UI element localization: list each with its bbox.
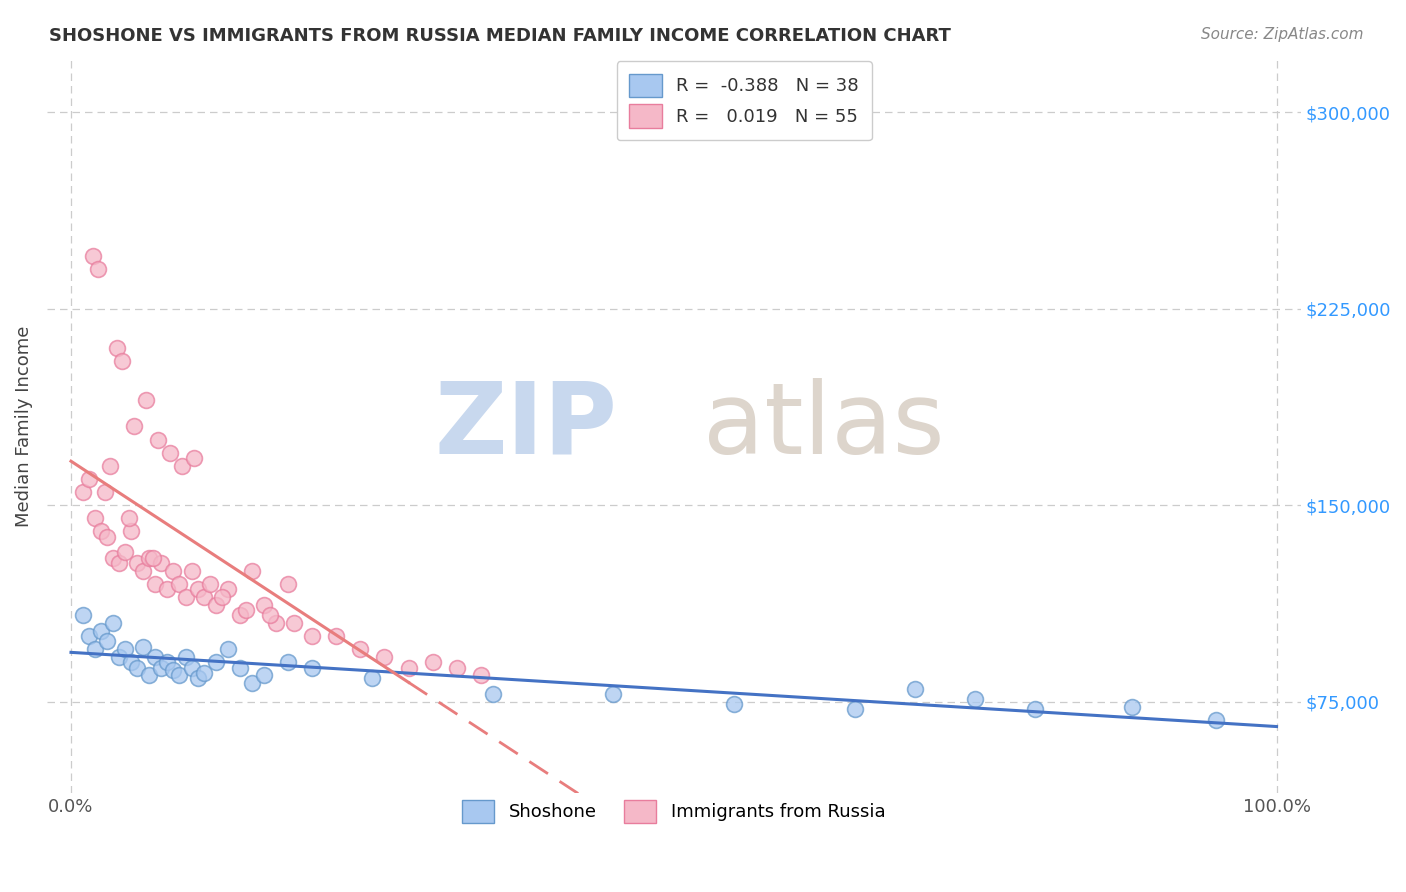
Point	[169, 668, 191, 682]
Text: SHOSHONE VS IMMIGRANTS FROM RUSSIA MEDIAN FAMILY INCOME CORRELATION CHART: SHOSHONE VS IMMIGRANTS FROM RUSSIA MEDIA…	[49, 27, 950, 45]
Point	[325, 629, 347, 643]
Point	[277, 656, 299, 670]
Point	[135, 393, 157, 408]
Point	[446, 660, 468, 674]
Point	[204, 598, 226, 612]
Point	[965, 692, 987, 706]
Point	[162, 564, 184, 578]
Point	[183, 450, 205, 465]
Point	[96, 634, 118, 648]
Point	[301, 660, 323, 674]
Point	[156, 656, 179, 670]
Point	[127, 660, 149, 674]
Point	[111, 354, 134, 368]
Point	[398, 660, 420, 674]
Point	[904, 681, 927, 696]
Point	[482, 687, 505, 701]
Point	[301, 629, 323, 643]
Point	[138, 668, 160, 682]
Point	[349, 642, 371, 657]
Point	[103, 615, 125, 630]
Point	[90, 624, 112, 638]
Point	[235, 603, 257, 617]
Point	[150, 660, 173, 674]
Point	[120, 656, 142, 670]
Point	[259, 608, 281, 623]
Point	[180, 660, 202, 674]
Point	[94, 485, 117, 500]
Point	[187, 582, 209, 596]
Point	[105, 341, 128, 355]
Point	[84, 642, 107, 657]
Point	[211, 590, 233, 604]
Point	[77, 472, 100, 486]
Point	[120, 524, 142, 539]
Point	[98, 458, 121, 473]
Point	[229, 608, 252, 623]
Point	[723, 698, 745, 712]
Point	[229, 660, 252, 674]
Point	[96, 529, 118, 543]
Point	[77, 629, 100, 643]
Point	[253, 668, 276, 682]
Point	[1024, 702, 1046, 716]
Point	[283, 615, 305, 630]
Point	[86, 262, 108, 277]
Point	[90, 524, 112, 539]
Point	[72, 485, 94, 500]
Point	[193, 665, 215, 680]
Point	[470, 668, 492, 682]
Point	[198, 576, 221, 591]
Point	[174, 590, 197, 604]
Text: Source: ZipAtlas.com: Source: ZipAtlas.com	[1201, 27, 1364, 42]
Point	[127, 556, 149, 570]
Point	[187, 671, 209, 685]
Point	[146, 433, 169, 447]
Point	[174, 650, 197, 665]
Point	[180, 564, 202, 578]
Point	[170, 458, 193, 473]
Point	[844, 702, 866, 716]
Point	[422, 656, 444, 670]
Point	[108, 556, 131, 570]
Point	[132, 564, 155, 578]
Point	[145, 650, 167, 665]
Point	[193, 590, 215, 604]
Point	[114, 545, 136, 559]
Point	[138, 550, 160, 565]
Point	[240, 676, 263, 690]
Point	[145, 576, 167, 591]
Point	[264, 615, 287, 630]
Point	[159, 445, 181, 459]
Point	[108, 650, 131, 665]
Point	[122, 419, 145, 434]
Point	[142, 550, 165, 565]
Point	[217, 642, 239, 657]
Point	[204, 656, 226, 670]
Point	[84, 511, 107, 525]
Point	[156, 582, 179, 596]
Point	[162, 663, 184, 677]
Point	[277, 576, 299, 591]
Point	[150, 556, 173, 570]
Point	[602, 687, 624, 701]
Point	[240, 564, 263, 578]
Y-axis label: Median Family Income: Median Family Income	[15, 326, 32, 527]
Point	[132, 640, 155, 654]
Point	[1205, 713, 1227, 727]
Point	[118, 511, 141, 525]
Point	[72, 608, 94, 623]
Point	[82, 249, 104, 263]
Legend: Shoshone, Immigrants from Russia: Shoshone, Immigrants from Russia	[450, 788, 898, 836]
Point	[253, 598, 276, 612]
Point	[114, 642, 136, 657]
Point	[1121, 699, 1143, 714]
Text: ZIP: ZIP	[434, 378, 617, 475]
Point	[169, 576, 191, 591]
Text: atlas: atlas	[703, 378, 945, 475]
Point	[361, 671, 384, 685]
Point	[373, 650, 395, 665]
Point	[103, 550, 125, 565]
Point	[217, 582, 239, 596]
